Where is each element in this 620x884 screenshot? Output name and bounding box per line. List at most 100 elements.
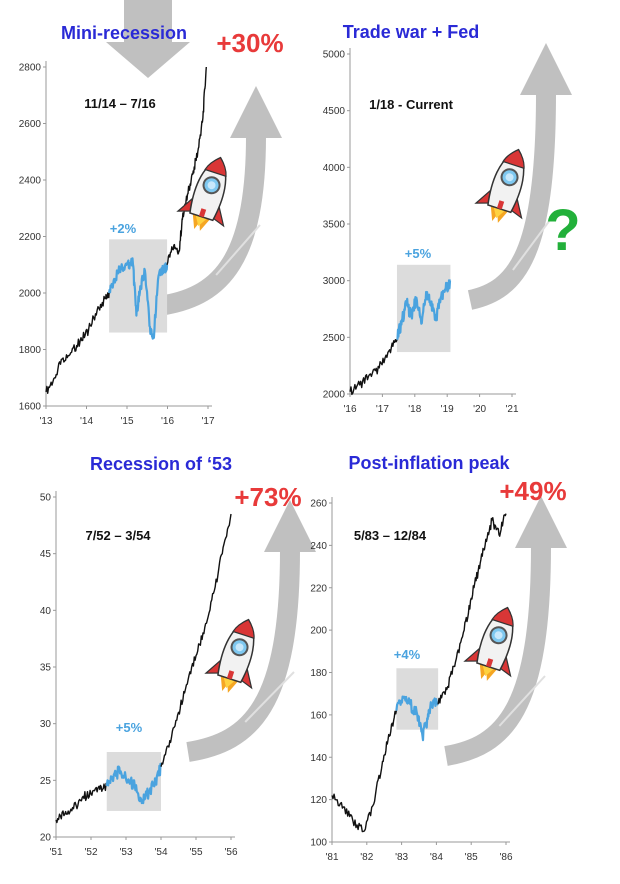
x-tick-label: '14 (80, 416, 93, 427)
gain-label: +30% (216, 28, 283, 58)
down-arrow-icon (106, 0, 190, 78)
y-tick-label: 40 (40, 606, 52, 617)
y-tick-label: 3500 (323, 220, 346, 231)
highlight-series-line (108, 257, 169, 340)
curved-up-arrow-head-1 (230, 86, 282, 138)
rocket-icon (176, 156, 227, 231)
chart-title: Trade war + Fed (343, 22, 480, 42)
y-tick-label: 180 (310, 668, 327, 679)
x-tick-label: '20 (473, 404, 486, 415)
period-label: 5/83 – 12/84 (354, 528, 427, 543)
highlight-change-label: +2% (110, 221, 137, 236)
x-tick-label: '15 (120, 416, 133, 427)
x-tick-label: '17 (201, 416, 214, 427)
x-tick-label: '16 (343, 404, 356, 415)
x-tick-label: '18 (408, 404, 421, 415)
x-tick-label: '53 (119, 847, 132, 858)
y-tick-label: 50 (40, 493, 52, 504)
y-tick-label: 200 (310, 626, 327, 637)
chart-panel-4: 100 120 140 160 180 200 220 240 260 '81 '82 '83 '84 '… (310, 453, 567, 863)
x-tick-label: '81 (325, 852, 338, 863)
y-tick-label: 3000 (323, 276, 346, 287)
period-label: 7/52 – 3/54 (85, 528, 151, 543)
x-tick-label: '16 (161, 416, 174, 427)
trail-line-2 (512, 219, 551, 271)
x-tick-label: '21 (505, 404, 518, 415)
y-tick-label: 100 (310, 838, 327, 849)
chart-title: Post-inflation peak (348, 453, 510, 473)
highlight-change-label: +4% (394, 647, 421, 662)
price-series-line (160, 513, 232, 767)
highlight-change-label: +5% (405, 246, 432, 261)
price-series-line (331, 710, 398, 833)
y-tick-label: 2000 (323, 390, 346, 401)
x-tick-label: '51 (49, 847, 62, 858)
period-label: 11/14 – 7/16 (84, 96, 156, 111)
curved-up-arrow-head-3 (264, 500, 316, 552)
y-tick-label: 1800 (19, 345, 42, 356)
gain-label: +49% (499, 476, 566, 506)
x-tick-label: '82 (360, 852, 373, 863)
price-series-line (55, 782, 108, 824)
chart-title: Recession of ‘53 (90, 454, 232, 474)
question-mark-label: ? (545, 198, 580, 263)
x-tick-label: '84 (430, 852, 443, 863)
x-tick-label: '56 (224, 847, 237, 858)
y-tick-label: 4000 (323, 163, 346, 174)
y-tick-label: 5000 (323, 50, 346, 61)
y-tick-label: 25 (40, 776, 52, 787)
rocket-icon (474, 148, 525, 223)
y-tick-label: 140 (310, 753, 327, 764)
y-tick-label: 4500 (323, 106, 346, 117)
y-tick-label: 2600 (19, 119, 42, 130)
rocket-icon (204, 618, 255, 693)
rocket-icon (463, 606, 514, 681)
trail-line-4 (498, 675, 546, 727)
y-tick-label: 2500 (323, 333, 346, 344)
x-tick-label: '86 (499, 852, 512, 863)
chart-title: Mini-recession (61, 23, 187, 43)
highlight-series-line (105, 762, 163, 805)
curved-up-arrow-head-4 (515, 496, 567, 548)
x-tick-label: '52 (84, 847, 97, 858)
curved-up-arrow-shaft-1 (163, 135, 266, 315)
chart-panel-1: 1600 1800 2000 2200 2400 2600 2800 '13 '14 '15 '16… (19, 0, 284, 427)
y-tick-label: 220 (310, 583, 327, 594)
y-tick-label: 20 (40, 833, 52, 844)
price-series-line (437, 513, 507, 705)
highlight-series-line (396, 279, 452, 341)
x-tick-label: '85 (465, 852, 478, 863)
highlight-change-label: +5% (116, 720, 143, 735)
chart-panel-2: 2000 2500 3000 3500 4000 4500 5000 '16 '17 '18 '19… (323, 22, 581, 415)
x-tick-label: '54 (154, 847, 167, 858)
y-tick-label: 160 (310, 710, 327, 721)
trail-line-3 (244, 671, 295, 723)
y-tick-label: 240 (310, 541, 327, 552)
chart-panel-3: 20 25 30 35 40 45 50 '51 '52 '53 '54 '55 '56 Recessio… (40, 454, 316, 858)
y-tick-label: 120 (310, 795, 327, 806)
gain-label: +73% (234, 482, 301, 512)
trail-line-1 (215, 224, 261, 276)
price-series-line (45, 292, 110, 394)
x-tick-label: '55 (189, 847, 202, 858)
curved-up-arrow-shaft-3 (186, 549, 300, 762)
y-tick-label: 260 (310, 499, 327, 510)
x-tick-label: '13 (39, 416, 52, 427)
y-tick-label: 2200 (19, 232, 42, 243)
curved-up-arrow-head-2 (520, 43, 572, 95)
x-tick-label: '17 (376, 404, 389, 415)
y-tick-label: 2000 (19, 289, 42, 300)
x-tick-label: '83 (395, 852, 408, 863)
y-tick-label: 1600 (19, 402, 42, 413)
y-tick-label: 35 (40, 663, 52, 674)
y-tick-label: 30 (40, 719, 52, 730)
x-tick-label: '19 (441, 404, 454, 415)
y-tick-label: 45 (40, 549, 52, 560)
y-tick-label: 2800 (19, 63, 42, 74)
price-series-line (166, 66, 207, 265)
highlight-series-line (395, 695, 439, 742)
price-series-line (349, 339, 398, 396)
period-label: 1/18 - Current (369, 97, 453, 112)
y-tick-label: 2400 (19, 176, 42, 187)
